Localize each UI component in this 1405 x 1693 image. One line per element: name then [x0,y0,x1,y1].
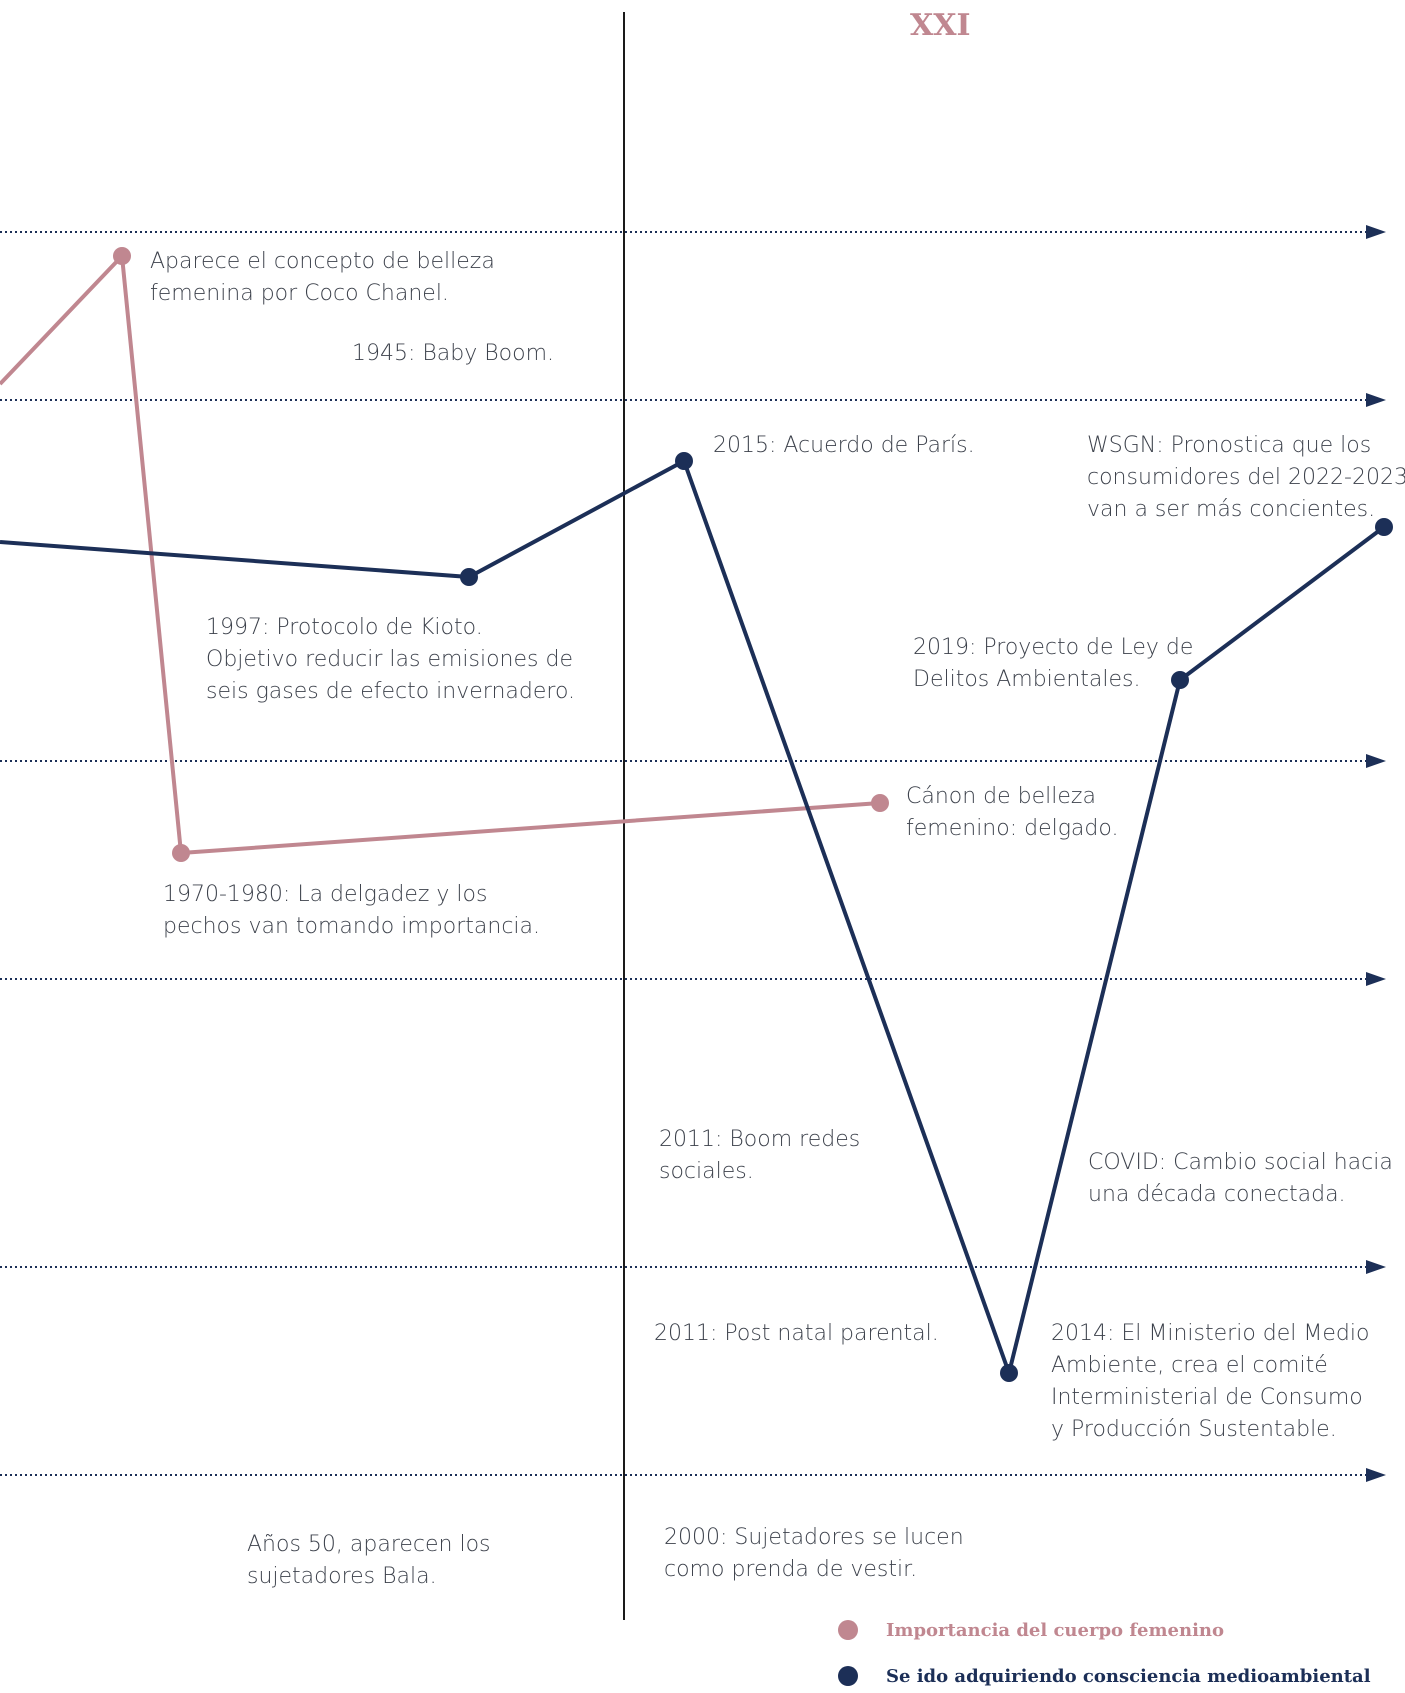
century-label: XXI [910,8,971,43]
event-canon: Cánon de belleza femenino: delgado. [906,784,1119,841]
event-kioto: 1997: Protocolo de Kioto. Objetivo reduci… [206,615,576,704]
navy-point-paris [675,452,693,470]
navy-point-wsgn [1375,518,1393,536]
arrowhead-icon [1366,754,1386,768]
pink-point-delgadez [172,844,190,862]
event-sujetadores: 2000: Sujetadores se lucen como prenda de… [664,1525,964,1582]
event-baby-boom: 1945: Baby Boom. [352,341,555,366]
arrowhead-icon [1366,1260,1386,1274]
event-wsgn: WSGN: Pronostica que los consumidores del… [1087,433,1405,522]
event-postnatal: 2011: Post natal parental. [654,1321,939,1346]
navy-point-ley [1171,671,1189,689]
event-coco-chanel: Aparece el concepto de belleza femenina p… [150,249,495,306]
navy-point-kioto [460,568,478,586]
arrowhead-icon [1366,972,1386,986]
event-covid: COVID: Cambio social hacia una década con… [1088,1150,1393,1207]
arrowhead-icon [1366,1468,1386,1482]
event-ministerio: 2014: El Ministerio del Medio Ambiente, c… [1051,1321,1370,1442]
event-paris: 2015: Acuerdo de París. [713,433,975,458]
legend-dot-icon [838,1620,858,1640]
legend-item-navy: Se ido adquiriendo consciencia medioambi… [838,1659,1371,1693]
event-redes: 2011: Boom redes sociales. [659,1127,861,1184]
navy-trend-line [0,459,1386,1375]
guide-arrowheads [1366,225,1386,1482]
arrowhead-icon [1366,393,1386,407]
legend-dot-icon [838,1666,858,1686]
guide-lines [0,231,1368,1476]
event-delgadez: 1970-1980: La delgadez y los pechos van t… [163,882,540,939]
event-ley: 2019: Proyecto de Ley de Delitos Ambienta… [913,635,1194,692]
pink-point-coco-chanel [113,247,131,265]
pink-point-canon [871,794,889,812]
legend-item-pink: Importancia del cuerpo femenino [838,1613,1224,1647]
arrowhead-icon [1366,225,1386,239]
event-bala: Años 50, aparecen los sujetadores Bala. [247,1532,491,1589]
navy-point-ministerio [1000,1364,1018,1382]
legend-label-navy: Se ido adquiriendo consciencia medioambi… [886,1665,1371,1687]
legend-label-pink: Importancia del cuerpo femenino [886,1619,1225,1641]
